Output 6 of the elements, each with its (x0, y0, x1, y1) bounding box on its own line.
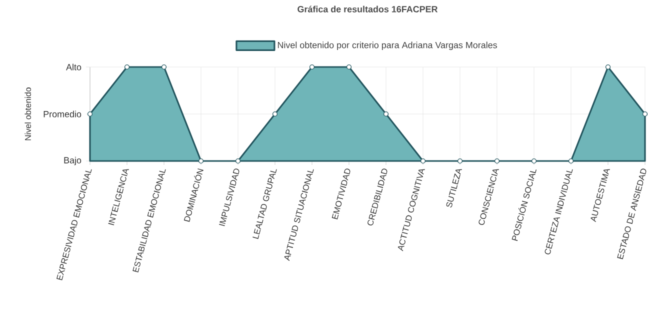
text: Nivel obtenido por criterio para Adriana Vargas Morales (278, 42, 497, 50)
chart-title: Gráfica de resultados 16FACPER (298, 6, 438, 12)
ref-line-label: Alto (66, 64, 82, 70)
ref-line-label: Promedio (44, 110, 82, 118)
y-axis-title: Nivel obtenido (24, 88, 31, 140)
ref-line-label: Bajo (64, 156, 82, 166)
